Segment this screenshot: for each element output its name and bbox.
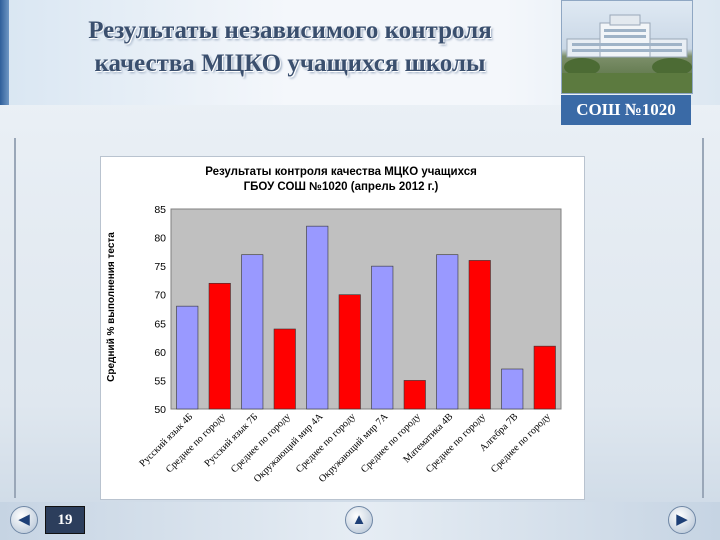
x-tick-label: Среднее по городу <box>229 411 293 475</box>
bar <box>338 294 361 410</box>
bar <box>436 254 459 410</box>
y-tick-label: 60 <box>154 347 166 359</box>
chart-card: Результаты контроля качества МЦКО учащих… <box>100 156 585 500</box>
school-photo <box>561 0 693 94</box>
y-tick-label: 65 <box>154 318 166 330</box>
y-tick-label: 75 <box>154 261 166 273</box>
bar <box>176 305 199 410</box>
chart-title-line2: ГБОУ СОШ №1020 (апрель 2012 г.) <box>244 181 439 193</box>
bars <box>176 225 556 410</box>
y-tick-label: 55 <box>154 375 166 387</box>
bar <box>403 380 426 410</box>
back-arrow-icon[interactable]: ◀ <box>10 506 38 534</box>
y-tick-label: 85 <box>154 204 166 216</box>
slide-title: Результаты независимого контроля качеств… <box>20 14 560 80</box>
slide-title-line2: качества МЦКО учащихся школы <box>94 50 486 77</box>
plot-area <box>170 208 562 410</box>
school-badge: СОШ №1020 <box>561 95 691 125</box>
bar <box>533 345 556 410</box>
x-tick-label: Среднее по городу <box>424 411 488 475</box>
x-tick-label: Среднее по городу <box>164 411 228 475</box>
page-number: 19 <box>45 506 85 534</box>
y-tick-labels: 50 55 60 65 70 75 80 85 <box>154 204 166 416</box>
x-tick-label: Русский язык 4Б <box>137 411 195 469</box>
slide-title-line1: Результаты независимого контроля <box>88 17 492 44</box>
bar <box>468 260 491 410</box>
chart-title-line1: Результаты контроля качества МЦКО учащих… <box>205 166 477 178</box>
bar <box>208 282 231 410</box>
x-tick-label: Среднее по городу <box>294 411 358 475</box>
home-arrow-icon[interactable]: ▲ <box>345 506 373 534</box>
bar <box>306 225 329 410</box>
x-tick-label: Среднее по городу <box>359 411 423 475</box>
forward-arrow-icon[interactable]: ▶ <box>668 506 696 534</box>
bar <box>371 265 394 410</box>
bar <box>273 328 296 410</box>
y-tick-label: 80 <box>154 233 166 245</box>
bar <box>241 254 264 410</box>
y-axis-label: Средний % выполнения теста <box>106 232 117 382</box>
x-tick-label: Среднее по городу <box>489 411 553 475</box>
frame-line-left <box>14 138 16 498</box>
bar <box>501 368 524 410</box>
y-tick-label: 70 <box>154 290 166 302</box>
y-tick-label: 50 <box>154 404 166 416</box>
school-building-image <box>562 14 692 93</box>
bar-chart: Результаты контроля качества МЦКО учащих… <box>106 166 562 485</box>
frame-line-right <box>702 138 704 498</box>
header-accent-stripe <box>0 0 9 105</box>
